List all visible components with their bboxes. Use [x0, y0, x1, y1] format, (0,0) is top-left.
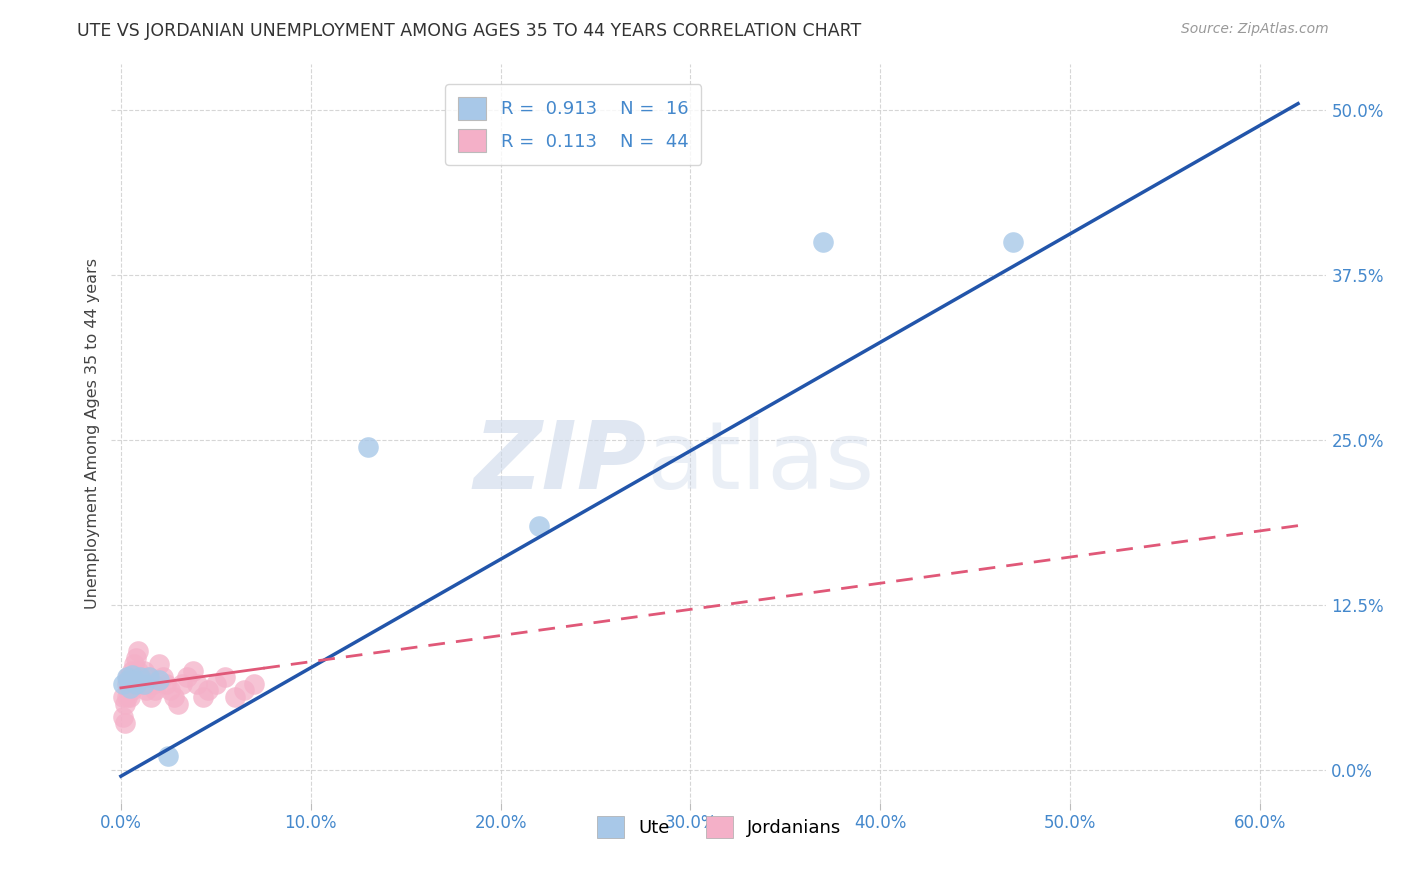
- Point: [115, 690, 138, 704]
- Point: [122, 657, 145, 672]
- Text: UTE VS JORDANIAN UNEMPLOYMENT AMONG AGES 35 TO 44 YEARS CORRELATION CHART: UTE VS JORDANIAN UNEMPLOYMENT AMONG AGES…: [77, 22, 862, 40]
- Point: [111, 690, 134, 704]
- Point: [120, 681, 142, 695]
- Y-axis label: Unemployment Among Ages 35 to 44 years: Unemployment Among Ages 35 to 44 years: [86, 258, 100, 609]
- Point: [152, 670, 174, 684]
- Point: [125, 650, 148, 665]
- Legend: R =  0.913    N =  16, R =  0.113    N =  44: R = 0.913 N = 16, R = 0.113 N = 44: [444, 84, 702, 165]
- Point: [125, 677, 148, 691]
- Point: [131, 677, 153, 691]
- Text: ZIP: ZIP: [474, 417, 645, 508]
- Point: [121, 664, 143, 678]
- Point: [176, 670, 198, 684]
- Point: [117, 670, 139, 684]
- Point: [138, 670, 160, 684]
- Point: [135, 683, 157, 698]
- Text: Source: ZipAtlas.com: Source: ZipAtlas.com: [1181, 22, 1329, 37]
- Point: [163, 690, 186, 704]
- Point: [527, 518, 550, 533]
- Point: [157, 749, 180, 764]
- Point: [121, 667, 143, 681]
- Point: [117, 683, 139, 698]
- Point: [138, 670, 160, 684]
- Point: [214, 670, 236, 684]
- Point: [191, 690, 214, 704]
- Point: [186, 677, 208, 691]
- Point: [357, 440, 380, 454]
- Point: [115, 677, 138, 691]
- Point: [224, 690, 246, 704]
- Point: [120, 690, 142, 704]
- Point: [121, 683, 143, 698]
- Point: [170, 677, 193, 691]
- Text: atlas: atlas: [645, 417, 875, 508]
- Point: [155, 677, 177, 691]
- Point: [111, 710, 134, 724]
- Point: [114, 697, 136, 711]
- Point: [128, 670, 150, 684]
- Point: [181, 664, 204, 678]
- Point: [205, 677, 228, 691]
- Point: [148, 657, 170, 672]
- Point: [159, 683, 181, 698]
- Point: [120, 677, 142, 691]
- Point: [122, 677, 145, 691]
- Point: [127, 664, 149, 678]
- Point: [117, 673, 139, 687]
- Point: [127, 644, 149, 658]
- Point: [125, 670, 148, 684]
- Point: [122, 673, 145, 687]
- Point: [128, 670, 150, 684]
- Point: [136, 677, 159, 691]
- Point: [141, 690, 163, 704]
- Point: [132, 677, 155, 691]
- Point: [233, 683, 256, 698]
- Point: [114, 716, 136, 731]
- Point: [142, 677, 165, 691]
- Point: [167, 697, 190, 711]
- Point: [197, 683, 219, 698]
- Point: [115, 670, 138, 684]
- Point: [813, 235, 835, 249]
- Point: [243, 677, 266, 691]
- Point: [143, 683, 166, 698]
- Point: [111, 677, 134, 691]
- Point: [1002, 235, 1025, 249]
- Point: [148, 673, 170, 687]
- Point: [132, 664, 155, 678]
